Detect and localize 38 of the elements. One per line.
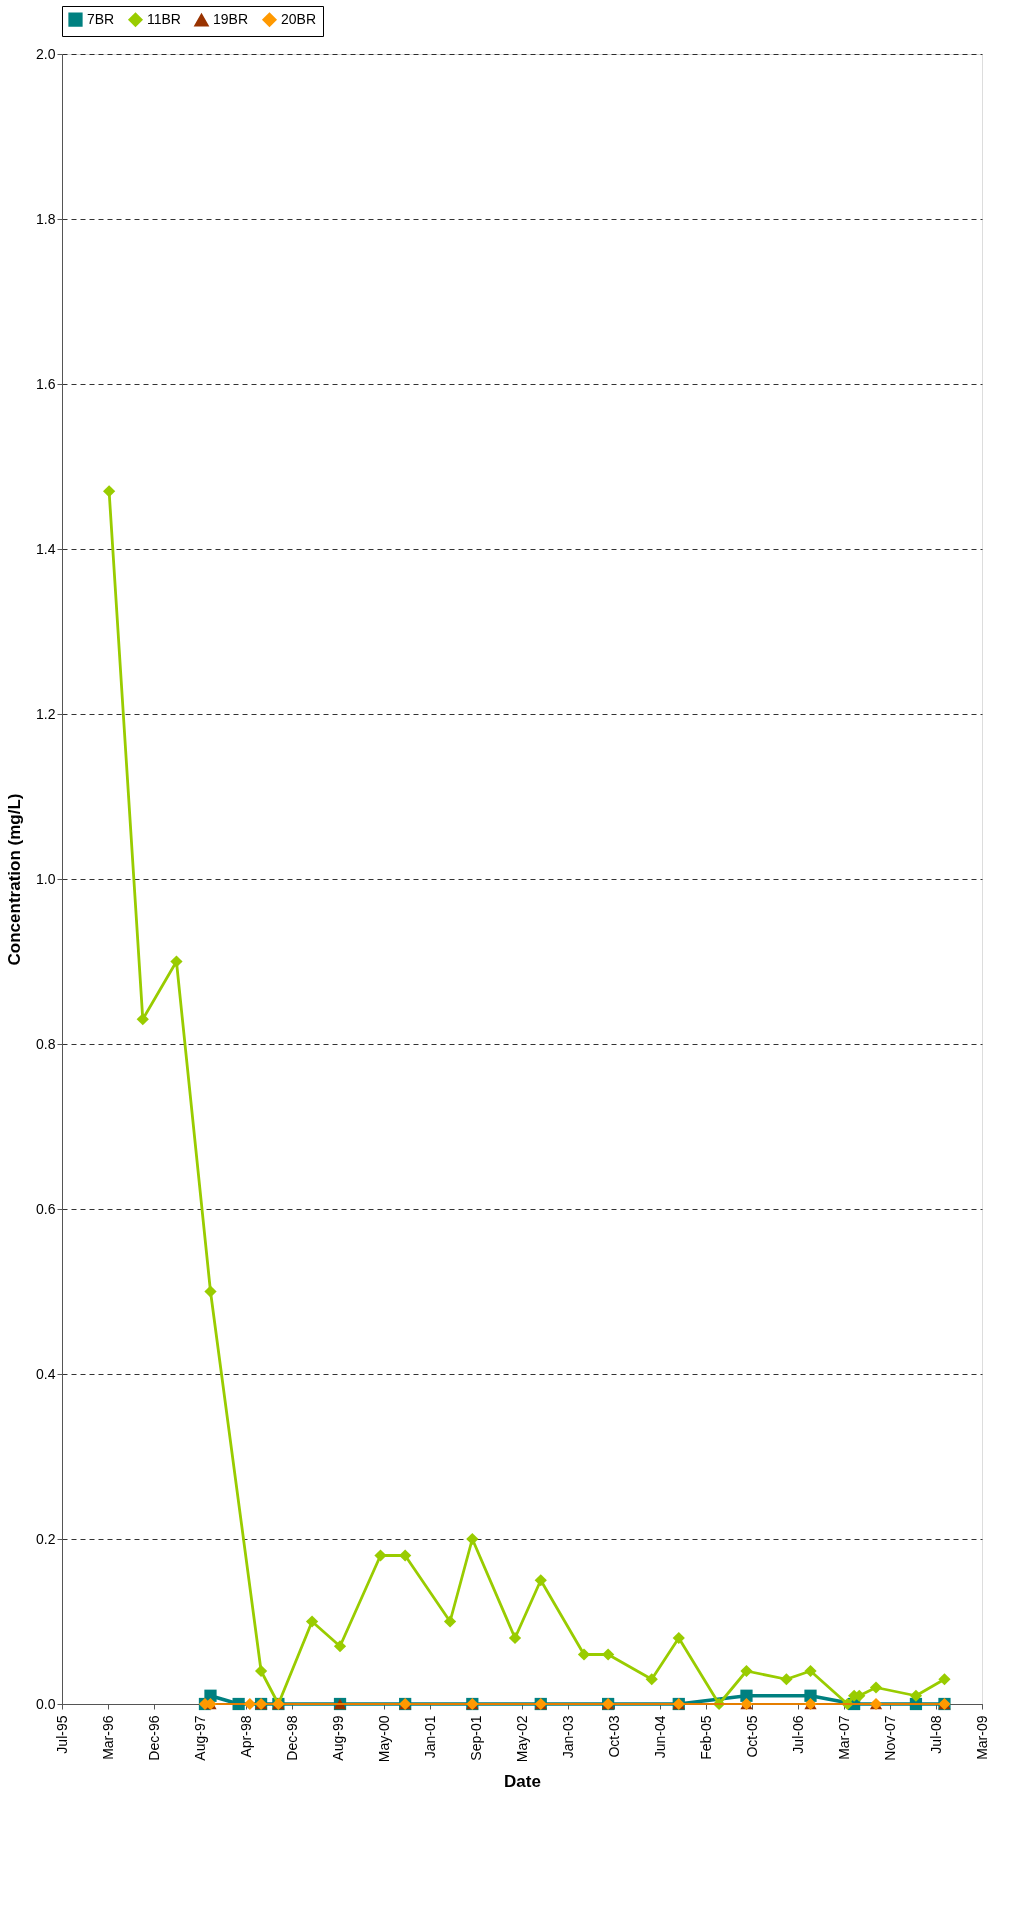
legend-label: 11BR bbox=[147, 10, 181, 27]
x-axis-title: Date bbox=[504, 1772, 541, 1792]
x-tick-label: Sep-01 bbox=[467, 1715, 484, 1761]
legend-label: 19BR bbox=[213, 11, 249, 28]
y-tick-label: 0.8 bbox=[36, 1035, 56, 1052]
x-tick-label: Feb-05 bbox=[697, 1715, 714, 1760]
y-tick-label: 1.2 bbox=[36, 705, 56, 722]
x-tick-label: Mar-09 bbox=[973, 1715, 990, 1760]
x-tick-label: Aug-99 bbox=[329, 1715, 346, 1761]
x-tick-label: Nov-07 bbox=[881, 1715, 898, 1761]
y-tick-label: 1.6 bbox=[36, 375, 56, 392]
y-tick-label: 1.0 bbox=[36, 870, 56, 887]
legend-label: 20BR bbox=[281, 10, 317, 27]
x-tick-label: Mar-07 bbox=[835, 1715, 852, 1760]
x-tick-label: Dec-96 bbox=[145, 1715, 162, 1761]
y-tick-label: 2.0 bbox=[36, 45, 56, 62]
x-tick-label: Mar-96 bbox=[99, 1715, 116, 1760]
x-tick-label: Jul-08 bbox=[927, 1715, 944, 1754]
x-tick-label: Jun-04 bbox=[651, 1715, 668, 1759]
y-tick-label: 1.8 bbox=[36, 210, 56, 227]
y-axis-title: Concentration (mg/L) bbox=[5, 793, 25, 966]
x-tick-label: May-02 bbox=[513, 1715, 530, 1763]
y-tick-label: 0.4 bbox=[36, 1365, 56, 1382]
y-tick-label: 0.6 bbox=[36, 1200, 56, 1217]
x-tick-label: May-00 bbox=[375, 1715, 392, 1763]
x-tick-label: Aug-97 bbox=[191, 1715, 208, 1761]
x-tick-label: Jul-06 bbox=[789, 1715, 806, 1754]
x-tick-label: Jan-01 bbox=[421, 1715, 438, 1759]
x-tick-label: Jan-03 bbox=[559, 1715, 576, 1759]
y-tick-label: 0.2 bbox=[36, 1530, 56, 1547]
x-tick-label: Oct-05 bbox=[743, 1715, 760, 1758]
x-tick-label: Apr-98 bbox=[237, 1715, 254, 1758]
legend-label: 7BR bbox=[87, 10, 115, 27]
y-tick-label: 1.4 bbox=[36, 540, 56, 557]
x-tick-label: Jul-95 bbox=[53, 1715, 70, 1754]
x-tick-label: Oct-03 bbox=[605, 1715, 622, 1758]
y-tick-label: 0.0 bbox=[36, 1695, 56, 1712]
x-tick-label: Dec-98 bbox=[283, 1715, 300, 1761]
